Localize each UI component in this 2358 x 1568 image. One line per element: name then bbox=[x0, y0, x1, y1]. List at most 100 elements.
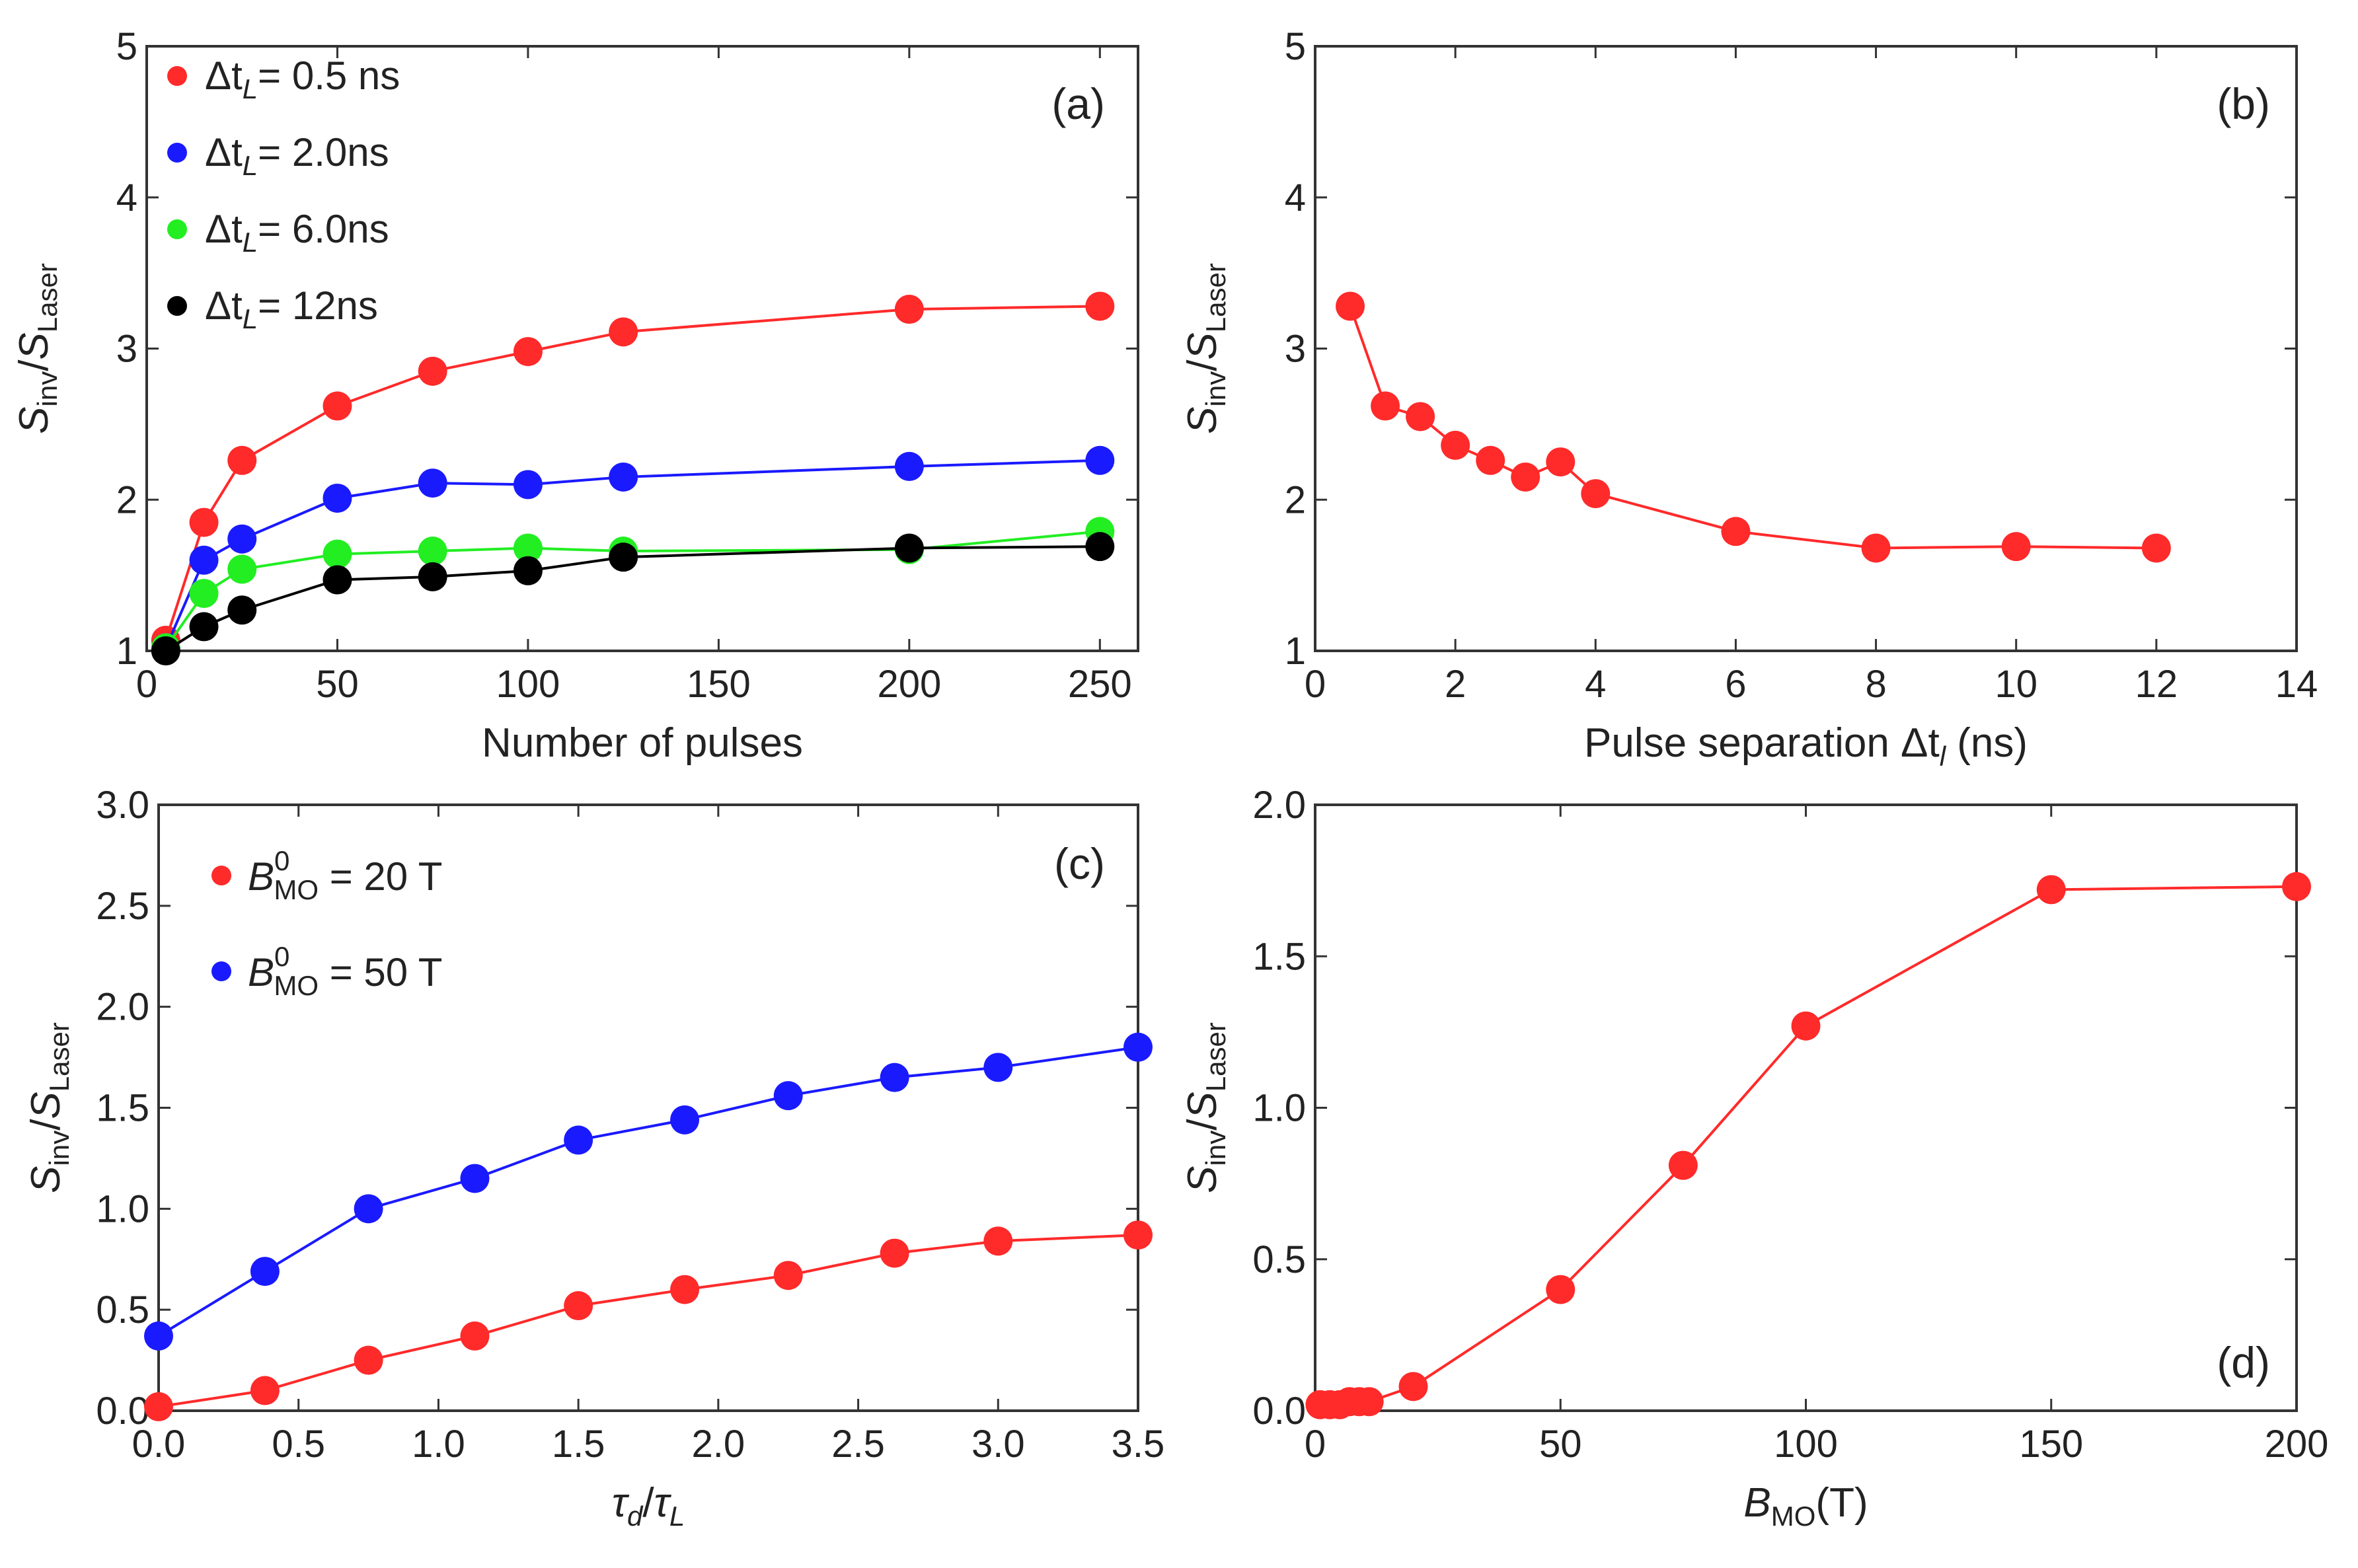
data-point bbox=[894, 533, 924, 563]
data-point bbox=[1476, 445, 1505, 475]
legend-label: ΔtL= 12ns bbox=[205, 283, 378, 334]
x-tick-label: 2 bbox=[1445, 663, 1466, 706]
data-point bbox=[323, 391, 352, 421]
y-tick-label: 0.0 bbox=[1252, 1390, 1306, 1433]
series-0 bbox=[1305, 872, 2311, 1419]
data-point bbox=[880, 1063, 909, 1092]
x-tick-label: 100 bbox=[496, 663, 560, 706]
series-line bbox=[1320, 885, 2297, 1406]
series-0 bbox=[144, 1220, 1153, 1421]
legend-label: ΔtL= 6.0ns bbox=[205, 207, 389, 258]
data-point bbox=[1721, 517, 1751, 546]
panel-label: (a) bbox=[1051, 79, 1105, 128]
data-point bbox=[513, 533, 543, 563]
x-tick-label: 0.0 bbox=[132, 1423, 186, 1466]
y-axis-label: Sinv/SLaser bbox=[1180, 1022, 1231, 1193]
data-point bbox=[1511, 462, 1540, 492]
data-point bbox=[894, 295, 924, 324]
y-tick-label: 0.5 bbox=[96, 1288, 149, 1331]
x-tick-label: 8 bbox=[1865, 663, 1886, 706]
data-point bbox=[189, 507, 219, 537]
panel-d: 0 50 100 150 200 0.0 0.5 1.0 1.5 2.0 BMO(T) Sinv/SL… bbox=[1180, 784, 2328, 1532]
y-tick-label: 4 bbox=[116, 176, 137, 219]
y-tick-label: 5 bbox=[116, 25, 137, 68]
data-point bbox=[460, 1321, 490, 1351]
x-tick-label: 14 bbox=[2275, 663, 2318, 706]
legend-marker bbox=[211, 961, 231, 981]
data-point bbox=[1406, 402, 1435, 431]
data-point bbox=[1441, 430, 1470, 460]
x-tick-label: 2.5 bbox=[831, 1423, 885, 1466]
plot-frame bbox=[1314, 803, 2298, 1412]
data-point bbox=[609, 542, 638, 572]
data-point bbox=[418, 468, 447, 498]
legend-label: B0 MO = 20 T bbox=[248, 845, 442, 905]
legend: B0 MO = 20 T B0 MO = 50 T bbox=[211, 845, 442, 1001]
data-point bbox=[1123, 1032, 1153, 1062]
y-tick-label: 3.0 bbox=[96, 784, 149, 827]
panel-c: 0.0 0.5 1.0 1.5 2.0 2.5 3.0 3.5 0.0 0.5 1.0 1.5 2.0 2… bbox=[23, 784, 1164, 1532]
x-tick-label: 3.0 bbox=[971, 1423, 1025, 1466]
x-tick-label: 200 bbox=[2265, 1423, 2329, 1466]
data-point bbox=[2036, 875, 2066, 905]
data-point bbox=[880, 1238, 909, 1268]
data-point bbox=[418, 356, 447, 386]
data-point bbox=[250, 1376, 280, 1405]
data-point bbox=[2282, 872, 2311, 901]
y-tick-label: 1.5 bbox=[1252, 935, 1306, 978]
data-point bbox=[189, 545, 219, 575]
data-point bbox=[564, 1291, 593, 1321]
data-point bbox=[513, 337, 543, 367]
data-point bbox=[983, 1226, 1013, 1256]
x-tick-label: 150 bbox=[2019, 1423, 2083, 1466]
x-tick-label: 1.5 bbox=[552, 1423, 605, 1466]
series-2 bbox=[151, 517, 1115, 663]
y-tick-label: 0.0 bbox=[96, 1390, 149, 1433]
legend: ΔtL= 0.5 ns ΔtL= 2.0ns ΔtL= 6.0ns ΔtL= 12ns bbox=[167, 54, 400, 334]
x-tick-label: 1.0 bbox=[412, 1423, 465, 1466]
data-point bbox=[1546, 447, 1576, 477]
data-point bbox=[151, 636, 180, 665]
data-point bbox=[1581, 479, 1611, 509]
data-point bbox=[1123, 1220, 1153, 1250]
data-point bbox=[323, 539, 352, 569]
data-point bbox=[250, 1257, 280, 1287]
data-point bbox=[1085, 532, 1115, 562]
data-point bbox=[1668, 1150, 1698, 1180]
y-tick-label: 2.0 bbox=[96, 986, 149, 1029]
x-tick-label: 0.5 bbox=[272, 1423, 325, 1466]
data-point bbox=[609, 317, 638, 347]
y-tick-label: 4 bbox=[1285, 176, 1306, 219]
data-point bbox=[894, 451, 924, 481]
data-point bbox=[564, 1125, 593, 1155]
x-tick-label: 0 bbox=[1305, 1423, 1326, 1466]
data-point bbox=[227, 595, 257, 625]
x-tick-label: 100 bbox=[1774, 1423, 1838, 1466]
x-tick-label: 50 bbox=[1539, 1423, 1582, 1466]
series-0 bbox=[1336, 291, 2171, 563]
panel-label: (b) bbox=[2217, 79, 2270, 128]
y-tick-label: 3 bbox=[116, 328, 137, 371]
data-point bbox=[354, 1194, 383, 1224]
x-tick-label: 0 bbox=[136, 663, 157, 706]
data-point bbox=[773, 1081, 803, 1111]
x-tick-label: 150 bbox=[687, 663, 751, 706]
data-point bbox=[460, 1164, 490, 1193]
x-tick-label: 50 bbox=[316, 663, 359, 706]
data-point bbox=[354, 1345, 383, 1375]
x-tick-label: 250 bbox=[1068, 663, 1132, 706]
data-point bbox=[1336, 291, 1365, 321]
legend-label: ΔtL= 0.5 ns bbox=[205, 54, 400, 104]
data-point bbox=[323, 483, 352, 513]
x-tick-label: 6 bbox=[1725, 663, 1746, 706]
x-tick-label: 10 bbox=[1995, 663, 2037, 706]
panel-label: (c) bbox=[1054, 839, 1105, 888]
legend-marker bbox=[167, 143, 187, 163]
y-tick-label: 1.0 bbox=[96, 1187, 149, 1230]
y-tick-label: 2 bbox=[1285, 478, 1306, 521]
data-point bbox=[418, 537, 447, 566]
y-axis-label: Sinv/SLaser bbox=[23, 1022, 75, 1193]
y-tick-label: 1 bbox=[116, 630, 137, 673]
